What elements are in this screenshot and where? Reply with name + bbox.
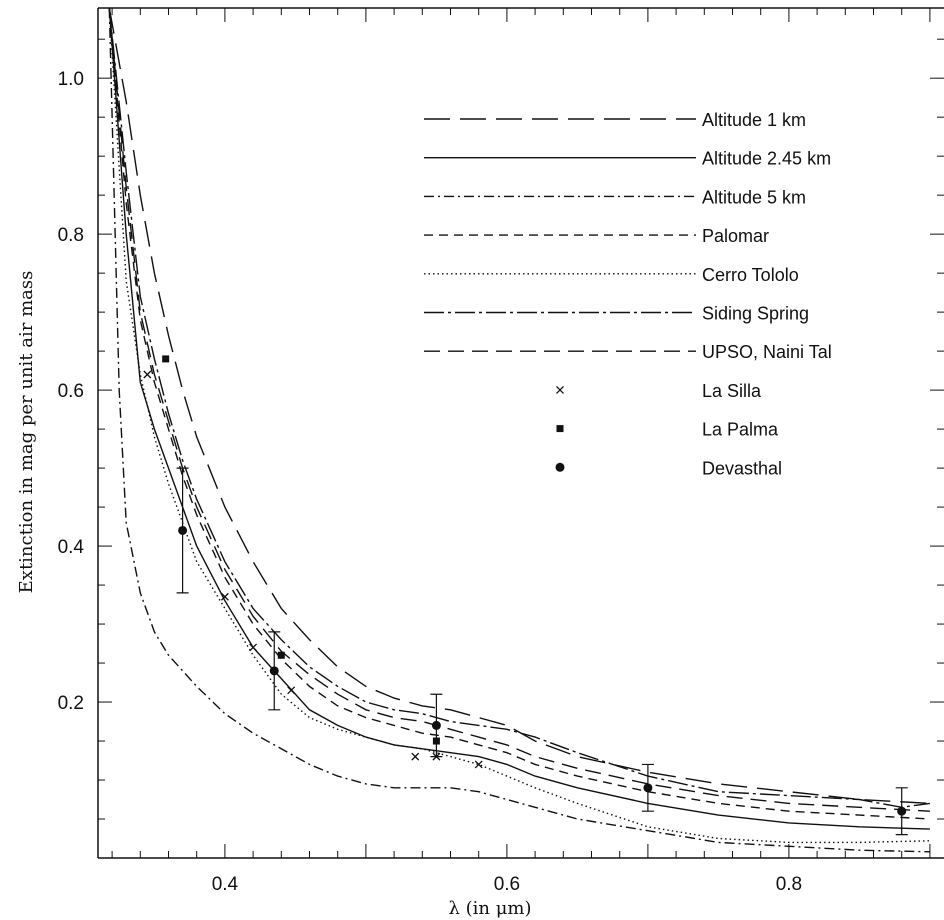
- data-point-x: [220, 592, 229, 601]
- data-point-circle: [431, 720, 441, 730]
- points-layer: [143, 355, 908, 836]
- legend: Altitude 1 km Altitude 2.45 km Altitude 5 …: [424, 110, 832, 478]
- plot-frame: [97, 7, 944, 859]
- legend-label-1: Altitude 2.45 km: [702, 149, 831, 169]
- data-point-x: [474, 760, 483, 769]
- series-layer: [108, 7, 930, 853]
- series-line-5: [108, 7, 930, 809]
- legend-label-5: Siding Spring: [702, 304, 809, 324]
- data-point-square: [277, 651, 285, 659]
- y-tick-label: 0.6: [58, 381, 84, 402]
- data-point-x: [143, 370, 152, 379]
- data-point-square: [162, 355, 170, 363]
- y-axis-label: Extinction in mag per unit air mass: [16, 271, 37, 594]
- data-point-x: [411, 752, 420, 761]
- x-tick-labels: 0.4 0.6 0.8: [212, 874, 802, 895]
- data-point-circle: [643, 783, 653, 793]
- data-point-x: [287, 686, 296, 695]
- legend-label-points-2: Devasthal: [702, 458, 782, 478]
- y-tick-label: 0.2: [58, 693, 84, 714]
- series-line-6: [108, 7, 930, 812]
- x-axis-label: λ (in μm): [448, 898, 531, 919]
- series-line-4: [108, 7, 930, 844]
- legend-marker-circle: [555, 462, 565, 472]
- legend-label-4: Cerro Tololo: [702, 265, 799, 285]
- axis-ticks: [98, 8, 944, 858]
- legend-label-points-1: La Palma: [702, 420, 779, 440]
- data-point-x: [249, 643, 258, 652]
- data-point-circle: [178, 525, 188, 535]
- legend-label-6: UPSO, Naini Tal: [702, 342, 832, 362]
- series-line-1: [108, 7, 930, 830]
- y-tick-labels: 0.2 0.4 0.6 0.8 1.0: [58, 69, 85, 714]
- legend-label-0: Altitude 1 km: [702, 110, 806, 130]
- legend-marker-x: [556, 385, 564, 394]
- y-tick-label: 0.8: [58, 225, 84, 246]
- legend-label-2: Altitude 5 km: [702, 187, 806, 207]
- series-line-0: [108, 7, 930, 805]
- y-tick-label: 0.4: [58, 537, 85, 558]
- legend-label-points-0: La Silla: [702, 381, 762, 401]
- data-point-circle: [897, 806, 907, 816]
- y-tick-label: 1.0: [58, 69, 84, 90]
- x-tick-label: 0.8: [776, 874, 802, 895]
- x-tick-label: 0.4: [212, 874, 239, 895]
- series-line-2: [108, 7, 930, 853]
- series-line-3: [108, 7, 930, 820]
- data-point-circle: [269, 666, 279, 676]
- legend-marker-square: [556, 425, 564, 433]
- x-tick-label: 0.6: [494, 874, 520, 895]
- legend-label-3: Palomar: [702, 226, 769, 246]
